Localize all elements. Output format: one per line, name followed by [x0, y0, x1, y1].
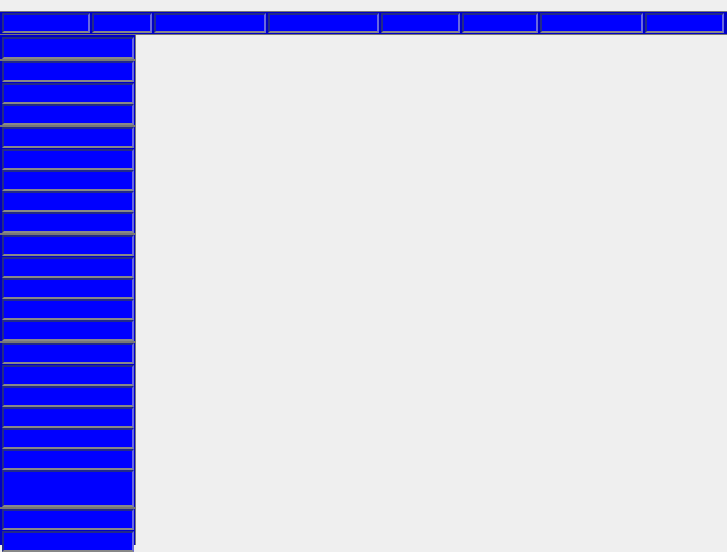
sidebar-button-4[interactable] [2, 104, 134, 125]
sidebar-button-20[interactable] [2, 449, 134, 470]
top-menu-button-6[interactable] [462, 13, 538, 33]
sidebar-button-12[interactable] [2, 278, 134, 299]
sidebar-button-7[interactable] [2, 170, 134, 191]
sidebar-group-divider [0, 125, 136, 127]
sidebar-button-22[interactable] [2, 509, 134, 530]
sidebar-button-17[interactable] [2, 386, 134, 407]
sidebar-group-divider [0, 341, 136, 343]
sidebar-button-21[interactable] [2, 470, 134, 507]
top-menu-button-8[interactable] [645, 13, 724, 33]
sidebar-button-23[interactable] [2, 531, 134, 552]
sidebar-button-15[interactable] [2, 343, 134, 364]
sidebar-button-3[interactable] [2, 83, 134, 104]
sidebar-button-19[interactable] [2, 428, 134, 449]
sidebar-button-8[interactable] [2, 191, 134, 212]
sidebar [0, 35, 136, 552]
sidebar-button-6[interactable] [2, 149, 134, 170]
sidebar-button-11[interactable] [2, 257, 134, 278]
top-menu-button-1[interactable] [2, 13, 90, 33]
sidebar-button-18[interactable] [2, 407, 134, 428]
sidebar-group-divider [0, 507, 136, 509]
sidebar-button-14[interactable] [2, 320, 134, 341]
sidebar-button-10[interactable] [2, 235, 134, 256]
top-menu-bar [0, 11, 727, 35]
sidebar-group-divider [0, 59, 136, 61]
sidebar-button-5[interactable] [2, 127, 134, 148]
top-menu-button-2[interactable] [92, 13, 152, 33]
sidebar-button-9[interactable] [2, 212, 134, 233]
top-menu-button-4[interactable] [268, 13, 379, 33]
sidebar-button-16[interactable] [2, 365, 134, 386]
top-menu-button-3[interactable] [154, 13, 266, 33]
sidebar-button-13[interactable] [2, 299, 134, 320]
sidebar-group-divider [0, 233, 136, 235]
sidebar-button-1[interactable] [2, 37, 134, 59]
top-menu-button-5[interactable] [381, 13, 460, 33]
sidebar-button-2[interactable] [2, 61, 134, 82]
top-menu-button-7[interactable] [540, 13, 643, 33]
